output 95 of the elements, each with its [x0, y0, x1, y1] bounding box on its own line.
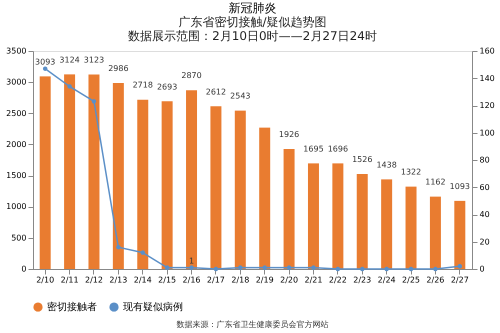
x-tick-label: 2/15	[158, 276, 176, 284]
bar	[381, 179, 392, 269]
bar	[234, 110, 246, 269]
x-tick-label: 2/14	[134, 276, 152, 284]
bar	[64, 74, 76, 269]
point	[311, 265, 316, 270]
point	[116, 244, 121, 250]
bar	[137, 100, 148, 269]
bar	[430, 196, 441, 269]
y2-tick-label: 100	[480, 128, 495, 138]
y2-tick-label: 60	[480, 182, 490, 192]
y-tick-label: 3000	[6, 78, 26, 87]
point	[336, 266, 340, 272]
x-tick-label: 2/22	[328, 276, 347, 284]
chart-title: 新冠肺炎	[228, 1, 276, 15]
data-label: 2718	[132, 80, 153, 90]
bar	[284, 149, 295, 269]
x-tick-label: 2/23	[353, 276, 372, 284]
point	[433, 266, 438, 272]
bar	[112, 83, 124, 269]
y-tick-label: 1500	[6, 171, 26, 180]
bar	[40, 76, 51, 269]
point	[286, 265, 292, 270]
data-label: 2870	[181, 71, 202, 80]
bar	[186, 90, 198, 269]
data-label: 1926	[278, 130, 300, 140]
x-tick-label: 2/11	[60, 276, 79, 284]
y2-tick-label: 160	[480, 46, 495, 56]
x-tick-label: 2/27	[450, 276, 469, 284]
bar	[259, 128, 270, 269]
point	[384, 266, 389, 272]
data-label: 2693	[156, 82, 178, 92]
point	[214, 266, 218, 272]
y2-tick-label: 120	[480, 101, 495, 110]
y2-tick-label: 40	[480, 210, 490, 219]
y-tick-label: 0	[21, 264, 26, 274]
data-label: 1438	[376, 160, 397, 170]
data-label: 1162	[425, 178, 446, 187]
data-label: 1	[188, 256, 194, 266]
bar	[88, 74, 100, 269]
y-tick-label: 2000	[6, 140, 26, 149]
point	[67, 84, 72, 89]
x-tick-label: 2/24	[378, 276, 396, 284]
x-tick-label: 2/19	[256, 276, 274, 284]
x-tick-label: 2/26	[426, 276, 444, 284]
y-tick-label: 500	[11, 233, 26, 242]
x-tick-label: 2/18	[231, 276, 250, 284]
x-tick-label: 2/20	[280, 276, 298, 284]
point	[408, 266, 414, 272]
data-label: 3124	[59, 55, 80, 64]
bar	[406, 186, 417, 269]
x-tick-label: 2/25	[402, 276, 420, 284]
data-label: 1526	[352, 154, 372, 164]
data-label: 1322	[400, 168, 422, 177]
y2-tick-label: 0	[480, 264, 485, 274]
point	[262, 265, 267, 270]
x-tick-label: 2/16	[182, 276, 201, 284]
legend-label: 密切接触者	[47, 301, 97, 314]
point	[360, 266, 364, 272]
x-tick-label: 2/21	[304, 276, 322, 284]
legend-label: 现有疑似病例	[123, 301, 183, 314]
x-tick-label: 2/13	[109, 276, 128, 284]
point	[458, 264, 462, 269]
x-tick-label: 2/17	[206, 276, 225, 284]
source-note: 数据来源：广东省卫生健康委员会官方网站	[176, 320, 328, 329]
data-label: 1695	[303, 144, 324, 154]
y-tick-label: 3500	[6, 46, 26, 56]
data-label: 2543	[230, 92, 250, 101]
x-tick-label: 2/12	[84, 276, 103, 284]
bar	[332, 163, 344, 269]
point	[164, 265, 170, 270]
y2-tick-label: 20	[480, 237, 490, 246]
point	[42, 66, 48, 71]
data-label: 2612	[206, 87, 226, 96]
text: 数据展示范围：2月10日0时——2月27日24时	[128, 29, 377, 43]
point	[140, 250, 145, 255]
bar	[162, 101, 173, 269]
data-label: 1093	[450, 182, 470, 191]
bar	[210, 106, 222, 269]
data-label: 1696	[328, 144, 348, 154]
y2-tick-label: 140	[480, 74, 495, 83]
data-label: 2986	[108, 64, 129, 74]
data-label: 3123	[84, 55, 104, 64]
bar	[356, 174, 368, 269]
point	[92, 99, 96, 104]
data-label: 3093	[35, 57, 56, 66]
y-tick-label: 1000	[6, 202, 26, 212]
bar	[308, 163, 319, 269]
y-tick-label: 2500	[6, 108, 26, 118]
x-tick-label: 2/10	[36, 276, 54, 284]
y2-tick-label: 80	[480, 156, 490, 164]
chart-subtitle: 广东省密切接触/疑似趋势图	[178, 15, 327, 29]
point	[189, 265, 194, 270]
bar	[454, 200, 466, 269]
point	[238, 265, 243, 270]
